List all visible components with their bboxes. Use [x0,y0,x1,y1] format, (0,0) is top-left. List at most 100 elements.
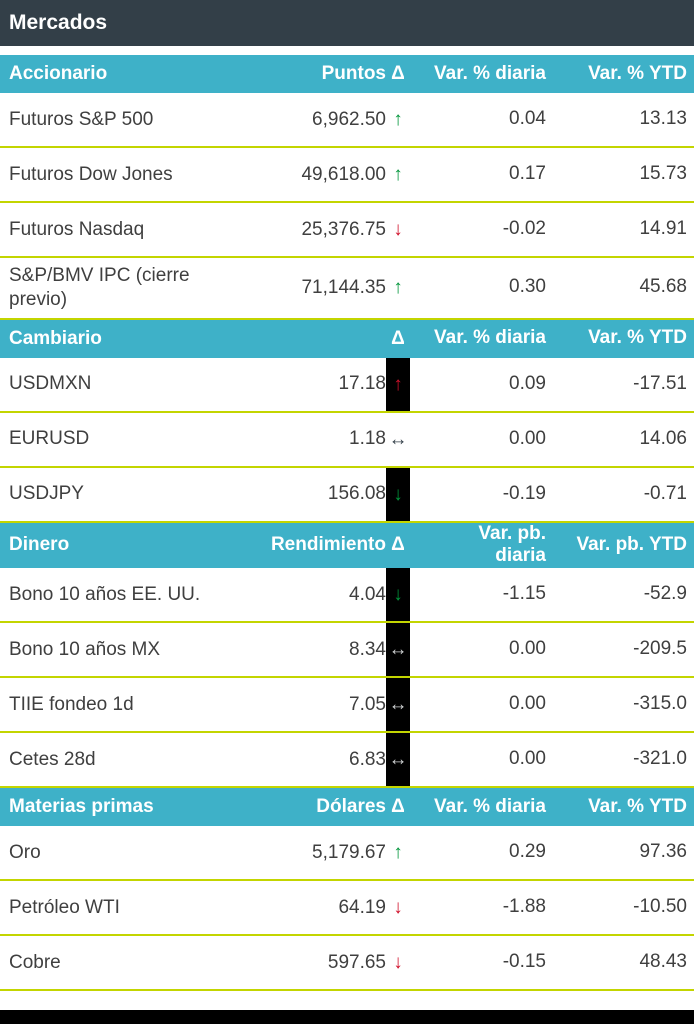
var-ytd-cell: 97.36 [639,841,687,863]
arrow-up-icon: ↑ [393,373,403,395]
column-header-ytd: Var. pb. YTD [576,533,687,555]
arrow-down-icon: ↓ [393,897,403,919]
section-header-cambiario: Cambiario Δ Var. % diaria Var. % YTD [0,319,694,358]
instrument-label: Futuros S&P 500 [9,108,154,130]
section-header-accionario: Accionario Puntos Δ Var. % diaria Var. % YTD [0,55,694,93]
column-header-instrument: Dinero [9,534,70,556]
title-bar: Mercados [0,0,694,46]
instrument-label: USDMXN [9,373,92,395]
instrument-label: Futuros Dow Jones [9,163,173,185]
value-cell: 156.08 [327,483,386,504]
var-ytd-cell: -0.71 [643,482,687,504]
arrow-down-icon: ↓ [393,584,403,606]
column-header-delta: Δ [391,327,405,349]
column-header-diaria: Var. pb. diaria [478,522,546,567]
arrow-up-icon: ↑ [393,277,403,299]
table-row-usdjpy: USDJPY 156.08 ↓ -0.19 -0.71 [0,467,694,523]
trend-cell: ↑ [386,148,410,201]
var-ytd-cell: -17.51 [633,372,687,394]
trend-cell: ↔ [386,678,410,732]
bottom-bar [0,1010,694,1024]
arrow-up-icon: ↑ [393,109,403,130]
var-diaria-cell: -1.88 [502,896,546,918]
column-header-instrument: Cambiario [9,327,102,349]
column-header-instrument: Accionario [9,63,108,85]
column-header-delta: Δ [391,534,405,556]
section-header-materias-primas: Materias primas Dólares Δ Var. % diaria Var.… [0,788,694,827]
arrow-flat-icon: ↔ [388,428,408,450]
instrument-label: USDJPY [9,483,84,505]
column-header-delta: Δ [391,63,405,84]
instrument-label: Bono 10 años MX [9,638,161,660]
value-cell: 71,144.35 [301,276,386,298]
table-row-bono-10-a-os-mx: Bono 10 años MX 8.34 ↔ 0.00 -209.5 [0,623,694,679]
instrument-label: Cetes 28d [9,748,96,770]
trend-cell: ↓ [386,881,410,934]
value-cell: 49,618.00 [301,163,386,185]
trend-cell: ↔ [386,623,410,677]
table-row-oro: Oro 5,179.67 ↑ 0.29 97.36 [0,826,694,882]
section-header-dinero: Dinero Rendimiento Δ Var. pb. diaria Var. pb… [0,522,694,569]
trend-cell: ↓ [386,568,410,622]
value-cell: 17.18 [338,373,386,394]
table-row-cetes-28d: Cetes 28d 6.83 ↔ 0.00 -321.0 [0,733,694,789]
var-diaria-cell: 0.00 [509,693,546,715]
column-header-ytd: Var. % YTD [588,795,687,817]
trend-cell: ↑ [386,93,410,146]
trend-cell: ↓ [386,936,410,989]
instrument-label: Petróleo WTI [9,896,120,918]
arrow-down-icon: ↓ [393,219,403,240]
table-row-usdmxn: USDMXN 17.18 ↑ 0.09 -17.51 [0,357,694,413]
var-ytd-cell: -321.0 [633,748,687,770]
value-cell: 64.19 [338,896,386,918]
trend-cell: ↑ [386,357,410,411]
column-header-instrument: Materias primas [9,796,154,818]
table-row-tiie-fondeo-1d: TIIE fondeo 1d 7.05 ↔ 0.00 -315.0 [0,678,694,734]
value-cell: 8.34 [349,638,386,660]
var-ytd-cell: 13.13 [639,108,687,130]
instrument-label: TIIE fondeo 1d [9,693,134,715]
column-header-diaria: Var. % diaria [434,62,546,84]
trend-cell: ↔ [386,413,410,466]
trend-cell: ↑ [386,826,410,879]
value-cell: 597.65 [327,951,386,973]
column-header-diaria: Var. % diaria [434,327,546,349]
var-diaria-cell: 0.09 [509,372,546,394]
var-ytd-cell: -52.9 [643,583,687,605]
value-cell: 5,179.67 [312,841,386,863]
value-cell: 7.05 [349,693,386,715]
var-ytd-cell: 14.91 [639,218,687,240]
markets-table: Accionario Puntos Δ Var. % diaria Var. % YTD… [0,46,694,1010]
trend-cell: ↑ [386,258,410,318]
var-diaria-cell: 0.00 [509,748,546,770]
trend-cell: ↓ [386,467,410,521]
instrument-label: Oro [9,841,41,863]
var-diaria-cell: 0.29 [509,841,546,863]
trend-cell: ↔ [386,733,410,787]
table-row-cobre: Cobre 597.65 ↓ -0.15 48.43 [0,936,694,992]
var-diaria-cell: 0.30 [509,276,546,298]
var-diaria-cell: 0.17 [509,163,546,185]
instrument-label: Cobre [9,951,61,973]
column-header-ytd: Var. % YTD [588,62,687,84]
arrow-down-icon: ↓ [393,483,403,505]
var-diaria-cell: -0.15 [502,951,546,973]
var-diaria-cell: 0.04 [509,108,546,130]
var-ytd-cell: 15.73 [639,163,687,185]
arrow-flat-icon: ↔ [388,749,408,771]
column-header-value: Rendimiento [270,534,386,556]
column-header-delta: Δ [391,796,405,818]
column-header-value: Dólares [316,796,386,818]
table-row-petr-leo-wti: Petróleo WTI 64.19 ↓ -1.88 -10.50 [0,881,694,937]
arrow-up-icon: ↑ [393,842,403,864]
var-ytd-cell: -209.5 [633,638,687,660]
column-header-value: Puntos [321,63,386,84]
var-ytd-cell: 14.06 [639,427,687,449]
table-row-futuros-s-p-500: Futuros S&P 500 6,962.50 ↑ 0.04 13.13 [0,93,694,148]
table-row-bono-10-a-os-ee-uu: Bono 10 años EE. UU. 4.04 ↓ -1.15 -52.9 [0,568,694,624]
value-cell: 4.04 [349,583,386,605]
table-row-s-p-bmv-ipc-cierre-previo: S&P/BMV IPC (cierre previo) 71,144.35 ↑ 0.3… [0,258,694,320]
var-ytd-cell: -315.0 [633,693,687,715]
value-cell: 6,962.50 [312,108,386,130]
instrument-label: Futuros Nasdaq [9,218,145,240]
